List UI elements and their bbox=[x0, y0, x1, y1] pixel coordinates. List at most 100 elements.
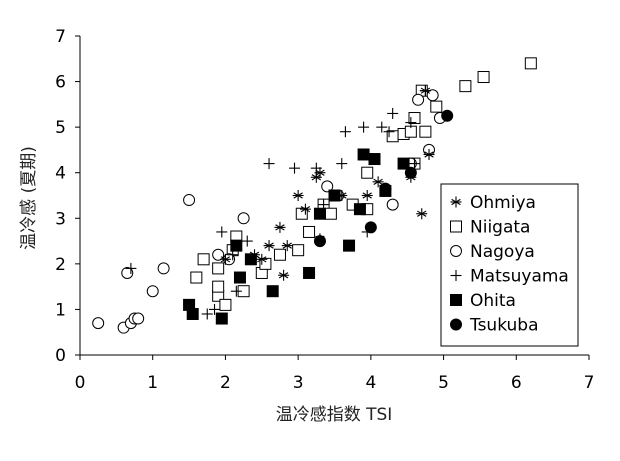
point-nagoya bbox=[157, 262, 170, 275]
point-niigata bbox=[303, 225, 316, 238]
legend-label-nagoya: Nagoya bbox=[470, 242, 535, 262]
point-niigata bbox=[361, 166, 374, 179]
legend-marker-tsukuba bbox=[450, 318, 462, 331]
point-matsuyama bbox=[241, 235, 253, 247]
point-matsuyama bbox=[201, 308, 213, 320]
legend-marker-nagoya bbox=[450, 245, 462, 257]
point-matsuyama bbox=[408, 158, 420, 170]
y-axis-title: 温冷感 (夏期) bbox=[19, 146, 39, 250]
point-ohita bbox=[186, 307, 199, 320]
point-ohmiya bbox=[274, 221, 286, 233]
legend-marker-ohmiya bbox=[450, 196, 462, 208]
point-niigata bbox=[295, 207, 308, 220]
legend: Ohmiya Niigata Nagoya Matsuyama Ohita Tsukuba bbox=[440, 183, 579, 347]
legend-marker-ohita bbox=[450, 294, 462, 306]
y-tick-label: 6 bbox=[55, 73, 66, 93]
point-niigata bbox=[259, 257, 272, 270]
series-tsukuba bbox=[313, 109, 454, 248]
point-niigata bbox=[219, 298, 232, 311]
point-matsuyama bbox=[289, 162, 301, 174]
legend-item-ohmiya: Ohmiya bbox=[450, 193, 536, 213]
point-ohmiya bbox=[263, 240, 275, 252]
point-ohmiya bbox=[299, 203, 311, 215]
point-nagoya bbox=[183, 194, 196, 207]
point-nagoya bbox=[412, 93, 425, 106]
point-nagoya bbox=[237, 212, 250, 225]
point-ohmiya bbox=[361, 190, 373, 201]
x-tick-label: 6 bbox=[511, 373, 522, 393]
point-nagoya bbox=[121, 266, 134, 279]
point-ohita bbox=[233, 271, 246, 284]
point-ohita bbox=[313, 207, 326, 220]
point-nagoya bbox=[386, 198, 399, 211]
point-niigata bbox=[459, 80, 472, 93]
point-ohita bbox=[357, 148, 370, 161]
point-matsuyama bbox=[216, 226, 228, 238]
point-ohmiya bbox=[423, 148, 435, 160]
x-tick-label: 7 bbox=[584, 373, 595, 393]
y-tick-label: 2 bbox=[55, 255, 66, 275]
point-niigata bbox=[477, 71, 490, 84]
point-nagoya bbox=[132, 312, 145, 325]
point-matsuyama bbox=[376, 121, 388, 133]
point-matsuyama bbox=[358, 121, 370, 133]
point-nagoya bbox=[321, 180, 334, 193]
point-tsukuba bbox=[379, 182, 392, 195]
point-ohita bbox=[266, 285, 279, 298]
point-ohmiya bbox=[256, 253, 268, 265]
y-tick-label: 1 bbox=[55, 300, 66, 320]
point-niigata bbox=[430, 100, 443, 113]
legend-box bbox=[440, 183, 579, 347]
point-niigata bbox=[524, 57, 537, 70]
x-axis-title: 温冷感指数 TSI bbox=[276, 405, 393, 425]
x-tick-label: 4 bbox=[365, 373, 376, 393]
point-matsuyama bbox=[230, 285, 242, 297]
point-matsuyama bbox=[209, 303, 221, 315]
point-nagoya bbox=[426, 89, 439, 102]
legend-item-nagoya: Nagoya bbox=[450, 242, 535, 262]
point-ohmiya bbox=[314, 167, 326, 179]
point-matsuyama bbox=[125, 262, 137, 274]
point-ohmiya bbox=[372, 176, 384, 188]
point-ohmiya bbox=[292, 190, 304, 201]
legend-marker-matsuyama bbox=[450, 270, 462, 281]
point-niigata bbox=[324, 207, 337, 220]
point-ohita bbox=[215, 312, 228, 325]
point-ohmiya bbox=[219, 253, 231, 265]
legend-item-ohita: Ohita bbox=[450, 291, 516, 311]
point-tsukuba bbox=[364, 221, 377, 234]
x-tick-label: 5 bbox=[438, 373, 449, 393]
point-ohmiya bbox=[281, 240, 293, 252]
point-tsukuba bbox=[404, 166, 417, 179]
point-tsukuba bbox=[441, 109, 454, 122]
point-niigata bbox=[190, 271, 203, 284]
axes: 0 1 2 3 4 5 6 7 0 1 2 3 4 5 6 7 bbox=[55, 27, 594, 393]
point-ohmiya bbox=[416, 208, 428, 220]
point-niigata bbox=[419, 125, 432, 138]
point-niigata bbox=[273, 248, 286, 261]
point-matsuyama bbox=[336, 158, 348, 170]
point-nagoya bbox=[146, 285, 159, 298]
y-tick-label: 5 bbox=[55, 118, 66, 138]
legend-item-niigata: Niigata bbox=[450, 218, 530, 238]
point-matsuyama bbox=[339, 126, 351, 138]
legend-label-tsukuba: Tsukuba bbox=[469, 316, 539, 336]
legend-label-ohita: Ohita bbox=[470, 291, 516, 311]
point-ohita bbox=[353, 203, 366, 216]
y-tick-label: 7 bbox=[55, 27, 66, 47]
point-ohmiya bbox=[419, 85, 431, 97]
point-ohita bbox=[230, 239, 243, 252]
point-matsuyama bbox=[387, 107, 399, 119]
data-marks bbox=[92, 57, 537, 334]
point-niigata bbox=[212, 262, 225, 275]
series-matsuyama bbox=[125, 85, 431, 320]
x-tick-label: 3 bbox=[293, 373, 304, 393]
legend-label-matsuyama: Matsuyama bbox=[470, 267, 569, 287]
legend-label-ohmiya: Ohmiya bbox=[470, 193, 536, 213]
y-tick-label: 3 bbox=[55, 209, 66, 229]
y-tick-label: 4 bbox=[55, 164, 66, 184]
point-ohita bbox=[303, 266, 316, 279]
legend-item-tsukuba: Tsukuba bbox=[450, 316, 539, 336]
point-ohita bbox=[244, 253, 257, 266]
